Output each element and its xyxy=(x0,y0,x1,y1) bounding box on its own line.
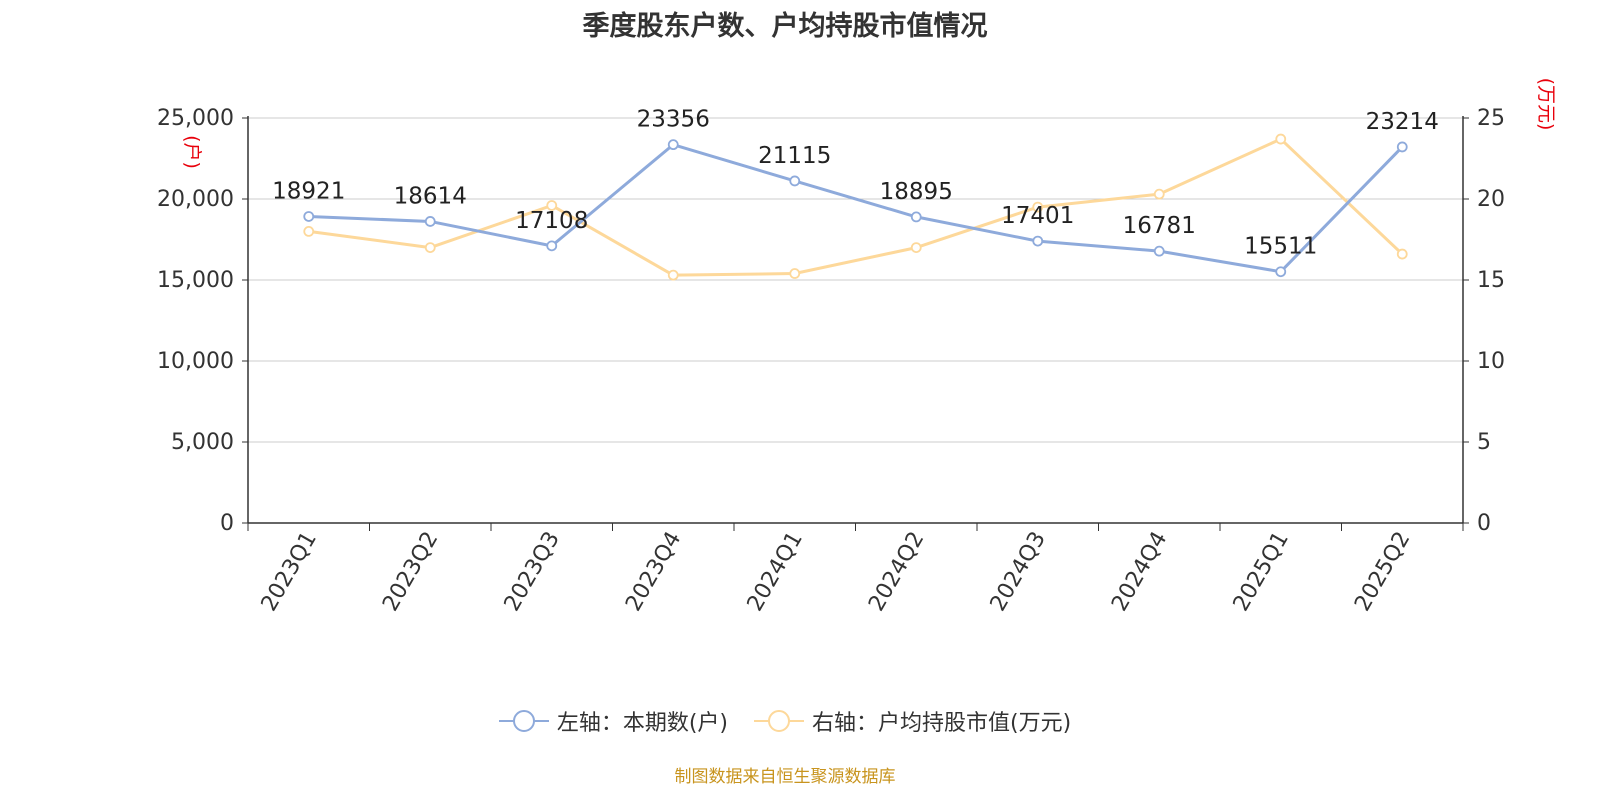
x-tick-label: 2025Q1 xyxy=(1229,528,1294,616)
data-point-market-value xyxy=(424,242,436,254)
x-tick-label: 2023Q3 xyxy=(500,528,565,616)
data-point-households xyxy=(1153,245,1165,257)
x-tick-label: 2023Q4 xyxy=(621,528,686,616)
data-label: 18895 xyxy=(880,179,953,205)
left-tick-label: 10,000 xyxy=(157,349,234,374)
data-point-households xyxy=(424,216,436,227)
data-point-market-value xyxy=(303,225,315,237)
data-point-households xyxy=(1032,235,1044,247)
data-point-market-value xyxy=(1032,201,1044,213)
legend-label-households: 左轴：本期数(户) xyxy=(556,711,728,736)
x-tick-label: 2023Q1 xyxy=(257,528,322,616)
x-tick-label: 2024Q2 xyxy=(864,528,929,616)
x-tick-label: 2024Q4 xyxy=(1107,528,1172,616)
left-tick-label: 20,000 xyxy=(157,187,234,212)
right-axis-unit: (万元) xyxy=(1535,78,1557,131)
data-point-market-value xyxy=(667,269,679,281)
data-point-market-value xyxy=(546,200,558,211)
data-point-households xyxy=(1396,141,1408,153)
legend-item-market-value[interactable]: 右轴：户均持股市值(万元) xyxy=(754,705,1071,737)
series-line-market-value xyxy=(308,137,1404,277)
data-label: 21115 xyxy=(758,143,831,169)
source-note: 制图数据来自恒生聚源数据库 xyxy=(674,767,896,787)
data-label: 15511 xyxy=(1244,234,1317,260)
legend-label-market-value: 右轴：户均持股市值(万元) xyxy=(812,711,1072,736)
right-tick-label: 0 xyxy=(1477,511,1491,536)
legend-item-households[interactable]: 左轴：本期数(户) xyxy=(498,705,728,737)
legend: 左轴：本期数(户) 右轴：户均持股市值(万元) xyxy=(0,705,1570,737)
x-tick-label: 2023Q2 xyxy=(378,528,443,616)
data-label: 18614 xyxy=(394,183,467,209)
data-point-market-value xyxy=(910,242,922,254)
data-label: 17108 xyxy=(515,208,588,234)
data-point-market-value xyxy=(789,268,801,279)
data-point-households xyxy=(303,211,315,222)
x-tick-label: 2025Q2 xyxy=(1350,528,1415,616)
x-tick-label: 2024Q3 xyxy=(986,528,1051,616)
data-label: 18921 xyxy=(272,178,345,204)
right-tick-label: 5 xyxy=(1477,430,1491,455)
left-tick-label: 25,000 xyxy=(157,106,234,131)
data-point-market-value xyxy=(1275,133,1287,145)
left-tick-label: 0 xyxy=(220,511,234,536)
left-tick-label: 5,000 xyxy=(171,430,234,455)
data-point-households xyxy=(546,240,558,252)
data-label: 23214 xyxy=(1366,109,1439,135)
right-tick-label: 25 xyxy=(1477,106,1505,131)
data-point-market-value xyxy=(1153,188,1165,200)
data-point-households xyxy=(910,211,922,223)
data-point-market-value xyxy=(1396,248,1408,260)
left-tick-label: 15,000 xyxy=(157,268,234,293)
left-axis-unit: (户) xyxy=(181,135,203,169)
data-label: 17401 xyxy=(1001,203,1074,229)
x-tick-label: 2024Q1 xyxy=(743,528,808,616)
data-point-households xyxy=(789,175,801,187)
legend-marker-market-value xyxy=(754,710,804,732)
chart-title: 季度股东户数、户均持股市值情况 xyxy=(582,11,988,42)
series-line-households xyxy=(308,143,1404,274)
legend-marker-households xyxy=(498,710,549,732)
right-tick-label: 15 xyxy=(1477,268,1505,293)
data-point-households xyxy=(667,139,679,151)
data-point-households xyxy=(1275,266,1287,278)
data-label: 23356 xyxy=(637,107,710,133)
right-tick-label: 20 xyxy=(1477,187,1505,212)
right-tick-label: 10 xyxy=(1477,349,1505,374)
data-label: 16781 xyxy=(1123,213,1196,239)
